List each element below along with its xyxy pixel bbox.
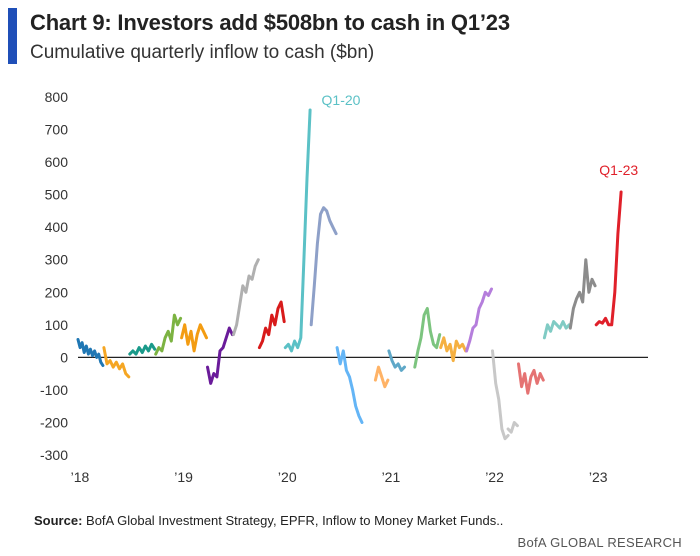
series-line — [232, 258, 260, 337]
source-text: BofA Global Investment Strategy, EPFR, I… — [86, 513, 504, 528]
series-line — [154, 313, 183, 356]
y-tick-label: 800 — [45, 89, 69, 105]
x-tick-label: ’20 — [278, 469, 297, 485]
series-line — [517, 362, 545, 395]
y-tick-label: 0 — [60, 349, 68, 365]
x-tick-label: ’18 — [71, 469, 90, 485]
series-line — [102, 346, 131, 379]
x-tick-label: ’19 — [174, 469, 193, 485]
series-line — [76, 338, 105, 367]
x-tick-label: ’23 — [589, 469, 608, 485]
chart-subtitle: Cumulative quarterly inflow to cash ($bn… — [30, 42, 375, 63]
y-tick-label: 500 — [45, 187, 69, 203]
source-label: Source: — [34, 513, 83, 528]
series-line — [506, 421, 519, 434]
series-line — [180, 323, 208, 353]
annotation-label: Q1-20 — [322, 92, 361, 108]
brand-label: BofA GLOBAL RESEARCH — [517, 535, 682, 550]
series-line — [257, 300, 286, 350]
series-line — [465, 287, 493, 353]
series-line — [387, 349, 406, 372]
series-line — [309, 206, 338, 327]
source-note: Source: BofA Global Investment Strategy,… — [34, 513, 503, 528]
series-line — [568, 258, 597, 330]
series-line — [413, 307, 442, 369]
x-tick-label: ’22 — [485, 469, 504, 485]
series-line — [335, 346, 364, 424]
series-line — [283, 108, 312, 353]
series-line — [128, 342, 157, 356]
y-tick-label: 400 — [45, 219, 69, 235]
y-tick-label: 100 — [45, 317, 69, 333]
series-line — [439, 336, 468, 363]
y-tick-label: 200 — [45, 284, 69, 300]
series-line — [594, 190, 623, 327]
chart-title: Chart 9: Investors add $508bn to cash in… — [30, 10, 510, 35]
series-line — [373, 365, 390, 389]
y-tick-label: 300 — [45, 252, 69, 268]
annotation-label: Q1-23 — [599, 162, 638, 178]
y-tick-label: -200 — [40, 414, 68, 430]
y-tick-label: 600 — [45, 154, 69, 170]
y-tick-label: 700 — [45, 122, 69, 138]
y-tick-label: -100 — [40, 382, 68, 398]
series-line — [542, 320, 571, 340]
series-line — [206, 326, 234, 385]
x-tick-label: ’21 — [382, 469, 401, 485]
y-tick-label: -300 — [40, 447, 68, 463]
series-line — [491, 349, 510, 441]
title-accent-bar — [8, 8, 17, 64]
